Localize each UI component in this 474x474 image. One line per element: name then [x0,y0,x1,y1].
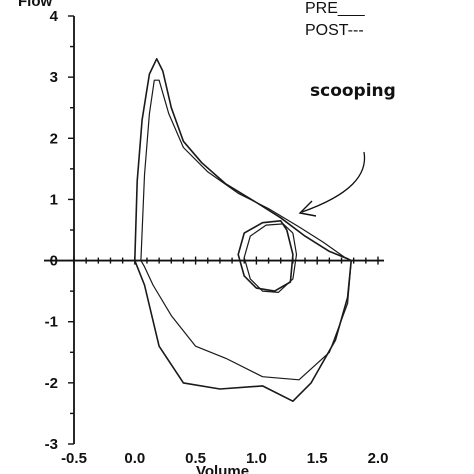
x-tick-label: 0.0 [124,450,145,467]
y-tick-label: -3 [45,436,58,453]
x-tick-label: 1.5 [307,450,328,467]
y-tick-label: -1 [45,314,58,331]
y-tick-label: 0 [50,253,58,270]
x-tick-label: 0.5 [185,450,206,467]
series-pre-line [134,57,353,403]
y-tick-label: 1 [50,191,58,208]
series-group [134,57,353,403]
axes [44,15,384,445]
annotation-arrowhead [298,200,317,217]
scooping-annotation: scooping [310,81,396,101]
series-loop-2-line [237,220,294,292]
legend-entry-pre: PRE___ [305,0,366,17]
x-tick-label: -0.5 [61,450,87,467]
y-tick-label: 3 [50,69,58,86]
annotation-arrow [301,151,366,213]
x-tick-label: 1.0 [246,450,267,467]
y-tick-label: -2 [45,375,58,392]
legend-entry-post: POST--- [305,22,364,39]
x-axis-label: Volume [196,463,249,474]
y-axis-label: Flow [18,0,52,10]
y-tick-label: 2 [50,130,58,147]
series-post-line [140,79,352,381]
y-tick-label: 4 [50,8,59,25]
series-loop-3-line [243,223,298,293]
x-tick-label: 2.0 [368,450,389,467]
tick-labels: -3 -2 -1 0 1 2 3 4 -0.5 0.0 0.5 1.0 1.5 2.0 [45,8,389,467]
